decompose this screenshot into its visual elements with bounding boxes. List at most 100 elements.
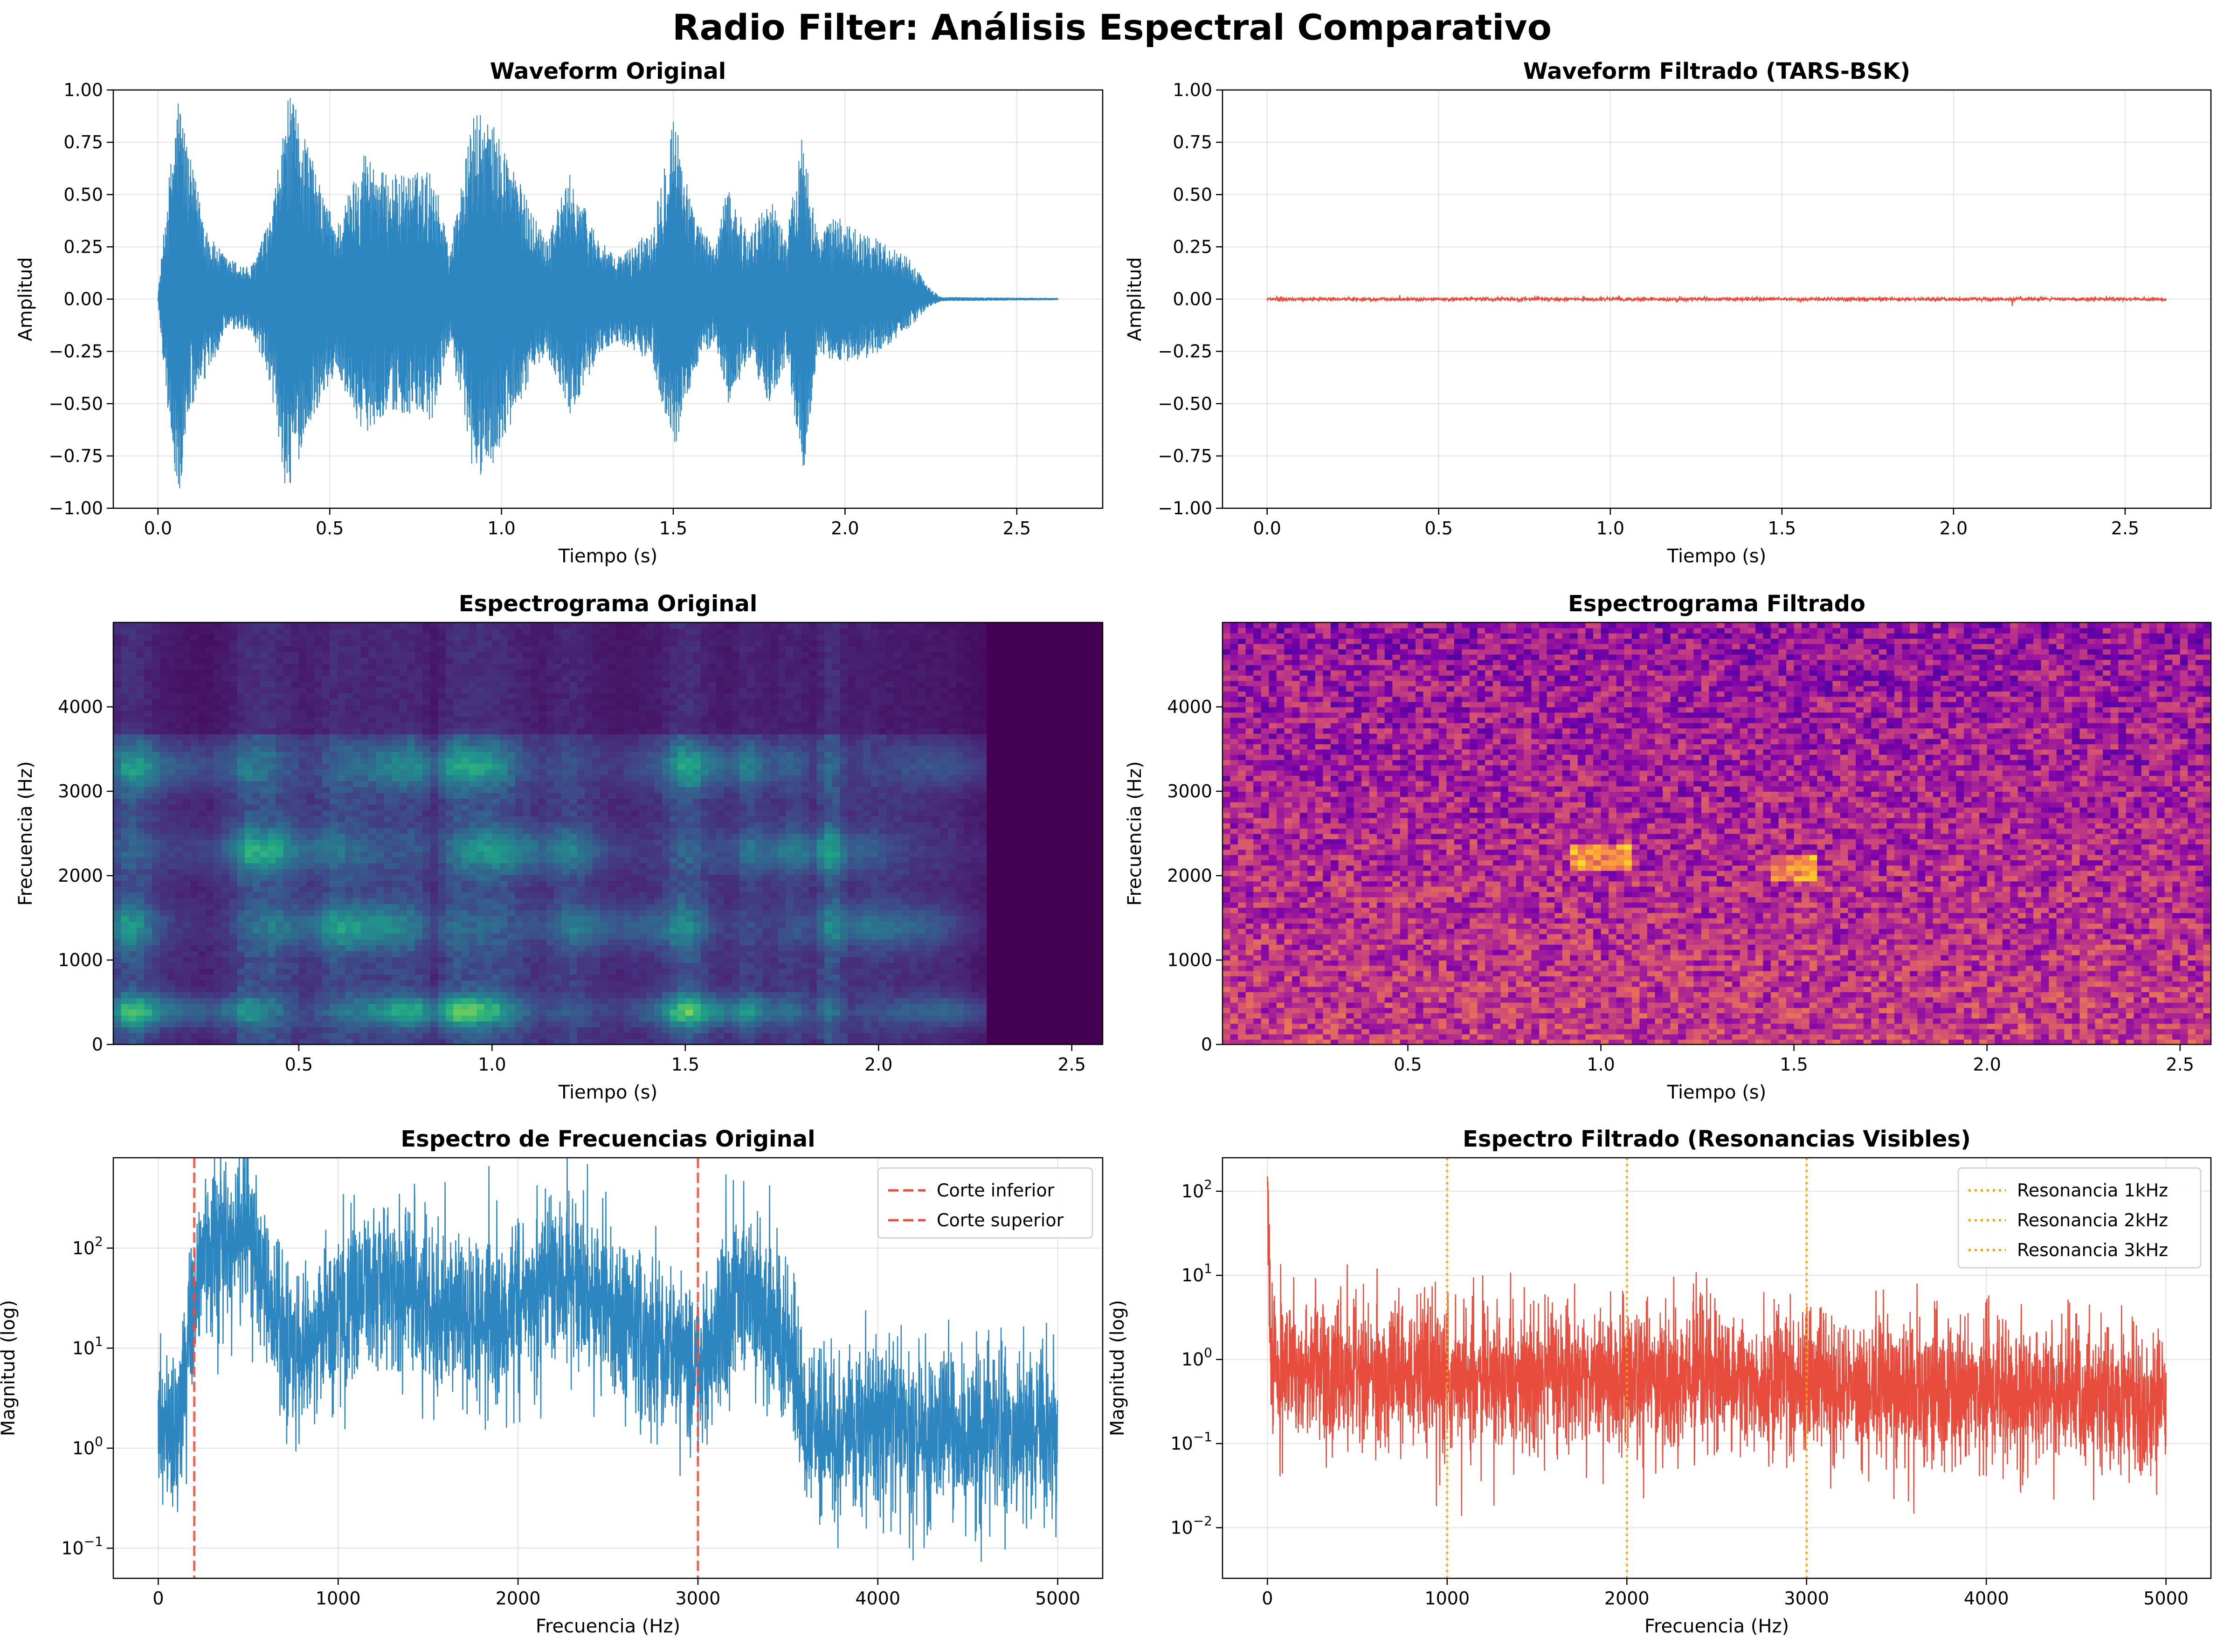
spectrogram-cell [391, 651, 400, 658]
spectrogram-cell [183, 909, 191, 916]
spectrogram-cell [337, 845, 346, 852]
spectrogram-cell [206, 1021, 214, 1028]
spectrogram-cell [399, 874, 408, 881]
spectrogram-cell [523, 622, 532, 629]
spectrogram-cell [330, 740, 338, 746]
spectrogram-cell [461, 1021, 470, 1028]
spectrogram-cell [585, 1027, 593, 1033]
spectrogram-cell [631, 798, 640, 805]
spectrogram-cell [330, 962, 338, 969]
spectrogram-cell [492, 933, 500, 940]
spectrogram-cell [515, 921, 524, 928]
spectrogram-cell [190, 810, 199, 816]
spectrogram-cell [538, 751, 547, 758]
spectrogram-cell [121, 845, 130, 852]
spectrogram-cell [577, 1015, 586, 1022]
spectrogram-cell [515, 874, 524, 881]
spectrogram-cell [283, 927, 292, 934]
spectrogram-cell [569, 769, 578, 775]
spectrogram-cell [422, 839, 431, 846]
spectrogram-cell [113, 956, 122, 963]
spectrogram-cell [399, 1009, 408, 1016]
spectrogram-cell [531, 769, 539, 775]
spectrogram-cell [337, 804, 346, 811]
spectrogram-cell [237, 1015, 245, 1022]
spectrogram-cell [144, 898, 152, 905]
spectrogram-cell [144, 746, 152, 752]
spectrogram-cell [260, 751, 269, 758]
spectrogram-cell [252, 868, 261, 875]
spectrogram-cell [244, 651, 253, 658]
spectrogram-cell [183, 851, 191, 857]
spectrogram-cell [399, 705, 408, 711]
spectrogram-cell [136, 945, 145, 951]
spectrogram-cell [121, 904, 130, 910]
spectrogram-cell [129, 909, 137, 916]
spectrogram-cell [430, 904, 439, 910]
spectrogram-cell [252, 845, 261, 852]
spectrogram-cell [368, 669, 377, 676]
spectrogram-cell [615, 669, 624, 676]
spectrogram-cell [492, 945, 500, 951]
spectrogram-cell [600, 968, 608, 975]
spectrogram-cell [615, 962, 624, 969]
spectrogram-cell [260, 833, 269, 840]
spectrogram-cell [538, 927, 547, 934]
spectrogram-cell [291, 1003, 299, 1010]
spectrogram-cell [608, 950, 616, 957]
spectrogram-cell [306, 1021, 315, 1028]
spectrogram-cell [337, 898, 346, 905]
spectrogram-cell [631, 880, 640, 887]
spectrogram-cell [422, 1009, 431, 1016]
spectrogram-cell [298, 833, 307, 840]
spectrogram-cell [229, 634, 238, 641]
spectrogram-cell [190, 687, 199, 693]
spectrogram-cell [384, 774, 392, 781]
spectrogram-cell [453, 628, 462, 635]
spectrogram-cell [477, 886, 485, 893]
spectrogram-cell [492, 757, 500, 764]
spectrogram-cell [121, 746, 130, 752]
spectrogram-cell [515, 950, 524, 957]
spectrogram-cell [445, 1021, 454, 1028]
spectrogram-cell [469, 956, 477, 963]
spectrogram-cell [276, 786, 284, 793]
spectrogram-cell [198, 933, 207, 940]
spectrogram-cell [600, 921, 608, 928]
spectrogram-cell [561, 933, 570, 940]
spectrogram-cell [531, 974, 539, 981]
spectrogram-cell [268, 810, 276, 816]
spectrogram-cell [499, 675, 508, 682]
spectrogram-cell [244, 874, 253, 881]
spectrogram-cell [507, 974, 516, 981]
spectrogram-cell [368, 1021, 377, 1028]
spectrogram-cell [561, 664, 570, 670]
spectrogram-cell [276, 740, 284, 746]
spectrogram-cell [298, 1003, 307, 1010]
spectrogram-cell [608, 640, 616, 647]
spectrogram-cell [159, 851, 168, 857]
spectrogram-cell [198, 980, 207, 987]
spectrogram-cell [523, 950, 532, 957]
spectrogram-cell [391, 746, 400, 752]
spectrogram-cell [492, 664, 500, 670]
spectrogram-cell [399, 933, 408, 940]
spectrogram-cell [360, 651, 369, 658]
spectrogram-cell [330, 868, 338, 875]
spectrogram-cell [561, 945, 570, 951]
spectrogram-cell [592, 962, 601, 969]
spectrogram-cell [453, 974, 462, 981]
spectrogram-cell [554, 628, 562, 635]
spectrogram-cell [183, 904, 191, 910]
spectrogram-cell [206, 868, 214, 875]
spectrogram-cell [492, 675, 500, 682]
spectrogram-cell [144, 698, 152, 705]
spectrogram-cell [515, 763, 524, 770]
spectrogram-cell [615, 1021, 624, 1028]
spectrogram-cell [136, 722, 145, 729]
spectrogram-cell [592, 892, 601, 899]
spectrogram-cell [546, 968, 554, 975]
spectrogram-cell [623, 822, 632, 828]
spectrogram-cell [430, 774, 439, 781]
spectrogram-cell [121, 968, 130, 975]
